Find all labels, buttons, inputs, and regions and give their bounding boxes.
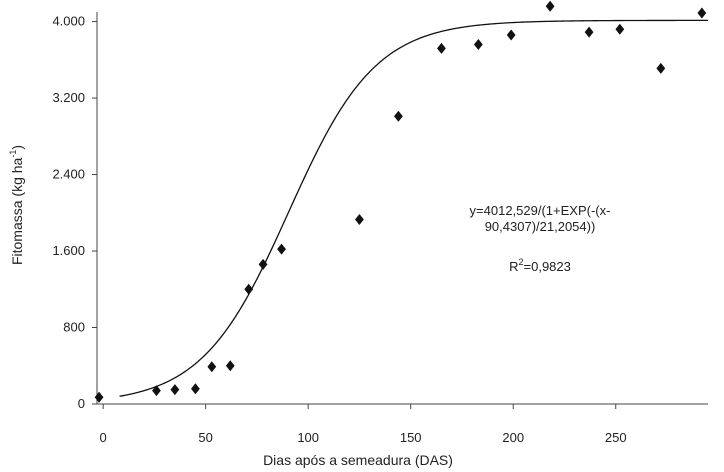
data-point-diamond bbox=[545, 0, 555, 12]
x-tick-label: 0 bbox=[100, 430, 107, 445]
equation-line-2: 90,4307)/21,2054)) bbox=[485, 219, 596, 234]
data-point-diamond bbox=[473, 39, 483, 51]
y-axis-title-main: Fitomassa (kg ha bbox=[9, 157, 25, 265]
data-point-diamond bbox=[584, 26, 594, 38]
x-tick-label: 250 bbox=[605, 430, 627, 445]
data-point-diamond bbox=[244, 283, 254, 295]
r-squared-label: R2=0,9823 bbox=[509, 257, 571, 274]
y-tick-label: 4.000 bbox=[52, 14, 85, 29]
data-point-diamond bbox=[152, 385, 161, 397]
y-tick-label: 800 bbox=[63, 320, 85, 335]
y-tick-label: 2.400 bbox=[52, 167, 85, 182]
data-point-diamond bbox=[277, 243, 286, 255]
axes bbox=[96, 12, 708, 405]
x-ticks: 0 50 100 150 200 250 bbox=[100, 404, 627, 445]
data-point-diamond bbox=[437, 42, 446, 54]
y-axis-title: Fitomassa (kg ha-1) bbox=[8, 145, 25, 265]
x-tick-label: 150 bbox=[400, 430, 422, 445]
data-point-diamond bbox=[506, 29, 516, 41]
data-point-diamond bbox=[355, 213, 364, 225]
data-point-diamond bbox=[615, 23, 625, 35]
y-axis-title-sup: -1 bbox=[8, 150, 18, 158]
x-tick-label: 200 bbox=[502, 430, 524, 445]
x-axis-title: Dias após a semeadura (DAS) bbox=[263, 452, 453, 468]
data-point-diamond bbox=[656, 62, 666, 74]
data-point-diamond bbox=[258, 258, 268, 270]
y-ticks: 0 800 1.600 2.400 3.200 4.000 bbox=[52, 14, 97, 411]
r-squared-value: =0,9823 bbox=[524, 259, 571, 274]
fit-curve bbox=[119, 19, 708, 397]
data-points bbox=[94, 0, 707, 403]
data-point-diamond bbox=[225, 360, 235, 372]
data-point-diamond bbox=[170, 384, 180, 396]
x-tick-label: 100 bbox=[297, 430, 319, 445]
data-point-diamond bbox=[697, 7, 707, 19]
y-tick-label: 0 bbox=[78, 396, 85, 411]
r-squared-sup: 2 bbox=[519, 257, 524, 267]
y-axis-title-tail: ) bbox=[9, 145, 25, 150]
data-point-diamond bbox=[393, 110, 403, 122]
x-tick-label: 50 bbox=[198, 430, 212, 445]
equation-line-1: y=4012,529/(1+EXP(-(x- bbox=[470, 203, 611, 218]
y-tick-label: 1.600 bbox=[52, 243, 85, 258]
r-squared-prefix: R bbox=[509, 259, 518, 274]
data-point-diamond bbox=[191, 383, 200, 395]
data-point-diamond bbox=[94, 391, 104, 403]
data-point-diamond bbox=[207, 361, 217, 373]
y-tick-label: 3.200 bbox=[52, 90, 85, 105]
